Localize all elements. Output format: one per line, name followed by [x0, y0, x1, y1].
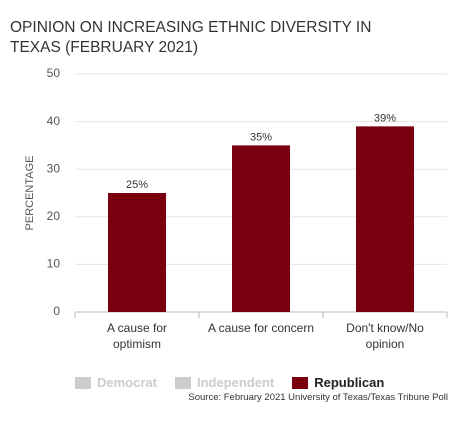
chart-title: OPINION ON INCREASING ETHNIC DIVERSITY I…: [10, 19, 372, 56]
legend-swatch: [174, 376, 191, 389]
y-tick-label: 50: [47, 66, 61, 80]
legend-item: Democrat: [75, 375, 157, 390]
bar: [232, 145, 290, 312]
bar: [108, 193, 166, 312]
bar: [356, 126, 414, 312]
data-label: 39%: [374, 112, 396, 124]
source: Source: February 2021 University of Texa…: [188, 392, 448, 403]
y-tick-label: 0: [53, 304, 60, 318]
legend-swatch: [292, 376, 309, 389]
data-label: 35%: [250, 131, 272, 143]
legend-item: Independent: [174, 375, 275, 390]
y-tick-label: 20: [47, 209, 61, 223]
legend-item: Republican: [292, 375, 384, 390]
y-tick-label: 10: [47, 257, 61, 271]
y-tick-label: 30: [47, 161, 61, 175]
x-tick-label: Don't know/No opinion: [346, 321, 424, 351]
legend-label: Independent: [196, 375, 275, 390]
y-axis-label: PERCENTAGE: [24, 156, 36, 231]
data-label: 25%: [126, 179, 148, 191]
legend: Democrat Independent Republican: [75, 375, 384, 390]
legend-label: Democrat: [97, 375, 157, 390]
legend-label: Republican: [314, 375, 385, 390]
x-tick-label: A cause for concern: [207, 321, 315, 335]
y-tick-label: 40: [47, 114, 61, 128]
x-tick-label: A cause for optimism: [106, 321, 168, 351]
legend-swatch: [75, 376, 91, 389]
